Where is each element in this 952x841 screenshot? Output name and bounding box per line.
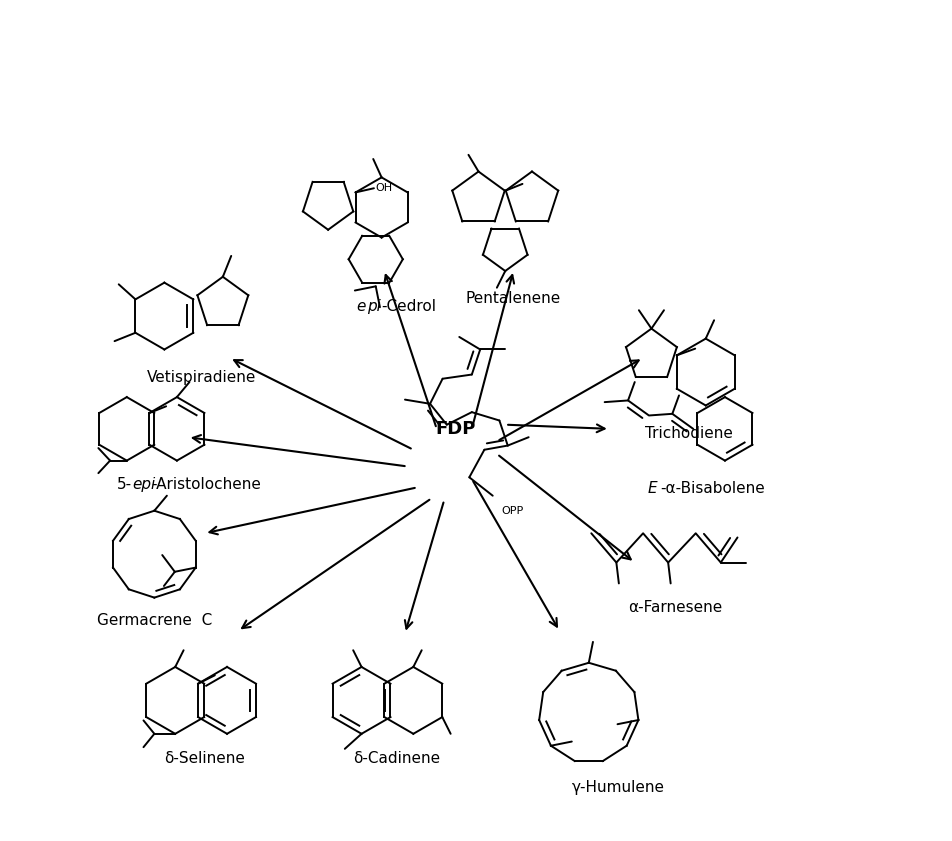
Text: epi: epi — [131, 478, 155, 492]
Text: -Cedrol: -Cedrol — [382, 299, 437, 315]
Text: Pentalenene: Pentalenene — [466, 291, 562, 306]
Text: α-Farnesene: α-Farnesene — [627, 600, 722, 615]
Text: -α-Bisabolene: -α-Bisabolene — [660, 481, 764, 495]
Text: E: E — [647, 481, 657, 495]
Text: 5-: 5- — [117, 478, 132, 492]
Text: δ-Cadinene: δ-Cadinene — [353, 750, 440, 765]
Text: γ-Humulene: γ-Humulene — [571, 780, 664, 795]
Text: Trichodiene: Trichodiene — [645, 426, 733, 442]
Text: Vetispiradiene: Vetispiradiene — [148, 370, 257, 385]
Text: -Aristolochene: -Aristolochene — [151, 478, 261, 492]
Text: OH: OH — [376, 183, 393, 193]
Text: e: e — [357, 299, 366, 315]
Text: OPP: OPP — [501, 505, 524, 516]
Text: pi: pi — [367, 299, 381, 315]
Text: δ-Selinene: δ-Selinene — [164, 750, 245, 765]
Text: Germacrene  C: Germacrene C — [97, 612, 212, 627]
Text: FDP: FDP — [435, 420, 475, 438]
